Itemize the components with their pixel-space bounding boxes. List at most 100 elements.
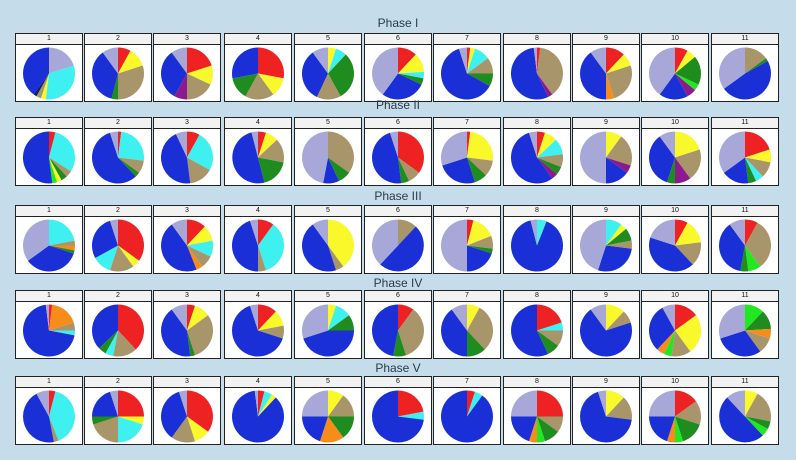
pie-slice (537, 416, 546, 443)
pie (372, 219, 424, 272)
pie-slice (109, 390, 118, 417)
pie-panel: 9 (572, 117, 640, 186)
pie-slice (580, 52, 606, 100)
phase-title: Phase V (375, 361, 421, 375)
pie-slice (745, 222, 771, 267)
pie-panel: 5 (294, 290, 362, 359)
pie-slice (49, 304, 53, 331)
pie-slice (745, 131, 770, 158)
pie (372, 131, 424, 184)
pie-panel: 5 (294, 376, 362, 445)
pie-slice (92, 304, 118, 349)
panel-label: 6 (365, 291, 431, 302)
pie-slice (467, 219, 474, 246)
pie-slice (649, 136, 675, 183)
pie-panel: 8 (503, 117, 571, 186)
pie-slice (719, 131, 745, 173)
pie-slice (232, 305, 283, 357)
pie-slice (675, 131, 700, 158)
panel-label: 11 (712, 118, 778, 129)
pie (719, 390, 771, 443)
pie-slice (33, 73, 49, 97)
pie-slice (745, 219, 758, 246)
pie-slice (231, 220, 258, 272)
pie-slice (590, 47, 606, 74)
pie-panel: 2 (84, 33, 152, 102)
pie-panel: 1 (15, 205, 83, 274)
pie-slice (745, 393, 771, 422)
panel-label: 3 (154, 118, 220, 129)
pie-slice (510, 132, 553, 184)
pie-slice (537, 132, 556, 158)
pie-slice (719, 397, 763, 443)
pie-slice (537, 47, 541, 74)
pie (92, 219, 144, 272)
pie-slice (649, 416, 675, 442)
pie-slice (606, 131, 622, 158)
pie-slice (99, 330, 118, 354)
panel-label: 7 (434, 291, 500, 302)
pie-slice (675, 149, 701, 179)
pie-slice (316, 73, 341, 100)
pie-slice (606, 224, 627, 246)
pie-slice (537, 330, 559, 355)
pie (301, 304, 354, 357)
pie (23, 47, 75, 100)
panel-label: 11 (712, 291, 778, 302)
pie-slice (328, 245, 344, 271)
pie-slice (254, 390, 258, 417)
pie-slice (301, 131, 328, 184)
pie-slice (92, 391, 118, 417)
pie (301, 131, 354, 184)
pie (232, 390, 285, 443)
panel-label: 11 (712, 34, 778, 45)
pie-slice (118, 219, 144, 261)
pie-slice (187, 330, 196, 357)
pie (719, 47, 771, 100)
pie-slice (187, 226, 213, 246)
pie-panel: 8 (503, 205, 571, 274)
pie (719, 131, 772, 184)
pie (372, 47, 425, 100)
pie-slice (606, 397, 632, 420)
pie-slice (40, 73, 49, 100)
pie-slice (537, 154, 563, 168)
pie-panel: 10 (641, 376, 709, 445)
pie-slice (174, 73, 187, 100)
pie-slice (511, 416, 537, 442)
pie-slice (258, 245, 267, 272)
pie-slice (187, 219, 205, 246)
pie (232, 131, 284, 184)
pie-panel: 8 (503, 376, 571, 445)
pie (231, 47, 285, 100)
pie-slice (579, 219, 606, 271)
pie-slice (49, 245, 75, 251)
pie-slice (666, 157, 675, 184)
pie-slice (467, 391, 483, 417)
pie (23, 219, 75, 272)
pie-slice (675, 157, 691, 184)
pie (22, 304, 75, 357)
pie-slice (95, 245, 118, 271)
pie-slice (398, 47, 416, 74)
pie-slice (49, 245, 75, 254)
pie-slice (451, 304, 467, 331)
pie-slice (232, 390, 285, 443)
pie-slice (49, 390, 56, 417)
pie-panel: 4 (224, 33, 292, 102)
pie-slice (372, 132, 402, 184)
pie-slice (606, 54, 631, 74)
panel-label: 3 (154, 34, 220, 45)
pie-panel: 9 (572, 33, 640, 102)
pie (161, 390, 213, 443)
panel-label: 2 (85, 118, 151, 129)
pie-slice (171, 47, 187, 74)
pie-slice (49, 391, 75, 441)
pie-slice (328, 54, 354, 97)
pie-slice (720, 330, 761, 357)
pie-slice (398, 54, 424, 74)
pie-panel: 3 (153, 117, 221, 186)
pie-slice (328, 304, 337, 331)
pie-slice (723, 60, 771, 100)
pie-slice (187, 315, 213, 356)
